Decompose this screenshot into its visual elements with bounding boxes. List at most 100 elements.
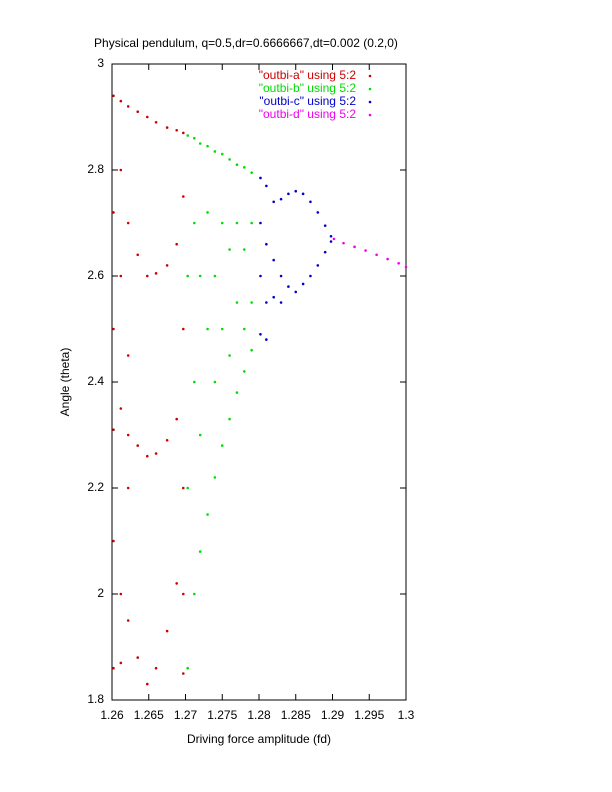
point	[136, 253, 140, 257]
point	[228, 248, 231, 251]
legend-label: "outbi-a" using 5:2	[259, 68, 357, 82]
point	[198, 550, 202, 553]
point	[353, 245, 356, 249]
point	[375, 253, 378, 257]
point	[119, 274, 123, 278]
x-tick-label: 1.26	[100, 708, 124, 722]
point	[206, 327, 209, 331]
point	[265, 301, 268, 304]
point	[154, 121, 158, 124]
point	[316, 264, 320, 267]
legend-label: "outbi-c" using 5:2	[259, 94, 356, 108]
point	[272, 295, 276, 299]
point	[181, 672, 185, 675]
point	[145, 682, 149, 686]
legend-swatch	[368, 113, 372, 117]
point	[323, 224, 327, 227]
y-tick-label: 2.2	[87, 480, 104, 494]
point	[259, 176, 262, 180]
point	[259, 221, 262, 225]
point	[119, 661, 123, 665]
y-tick-label: 2.6	[87, 268, 104, 282]
point	[154, 452, 158, 455]
point	[165, 126, 169, 129]
point	[193, 380, 196, 384]
point	[294, 189, 298, 193]
x-tick-label: 1.27	[174, 708, 198, 722]
point	[213, 380, 217, 384]
point	[250, 221, 253, 225]
point	[206, 144, 209, 148]
point	[272, 200, 276, 204]
point	[198, 433, 202, 437]
point	[279, 197, 283, 201]
point	[329, 240, 333, 243]
point	[175, 417, 178, 421]
point	[193, 221, 196, 225]
point	[272, 258, 276, 262]
point	[193, 136, 196, 140]
point	[126, 619, 130, 622]
point	[364, 249, 367, 252]
point	[259, 274, 262, 278]
point	[213, 476, 217, 479]
point	[213, 150, 217, 153]
y-tick-label: 1.8	[87, 692, 104, 706]
point	[243, 166, 246, 169]
point	[126, 105, 130, 108]
point	[112, 94, 115, 98]
point	[136, 444, 140, 447]
point	[175, 582, 178, 585]
point	[145, 274, 149, 278]
x-tick-label: 1.265	[134, 708, 164, 722]
point	[126, 433, 130, 437]
point	[119, 407, 123, 410]
point	[165, 629, 169, 633]
point	[206, 513, 209, 516]
point	[181, 131, 185, 135]
point	[119, 168, 123, 172]
point	[386, 257, 389, 261]
point	[397, 261, 400, 265]
point	[186, 666, 190, 670]
point	[235, 391, 239, 394]
point	[220, 327, 224, 331]
point	[309, 200, 312, 204]
point	[126, 486, 130, 490]
point	[250, 348, 253, 352]
point	[126, 354, 130, 357]
point	[228, 354, 231, 357]
x-tick-label: 1.3	[398, 708, 415, 722]
y-tick-label: 2.8	[87, 162, 104, 176]
point	[265, 338, 268, 341]
point	[198, 142, 202, 145]
point	[181, 327, 185, 331]
point	[220, 152, 224, 156]
point	[181, 195, 185, 198]
point	[294, 290, 298, 294]
point	[287, 285, 290, 288]
point	[206, 211, 209, 214]
point	[279, 274, 283, 278]
point	[279, 301, 283, 304]
point	[154, 666, 158, 670]
point	[323, 250, 327, 254]
y-axis-label: Angle (theta)	[58, 348, 72, 417]
point	[145, 454, 149, 458]
point	[235, 301, 239, 304]
point	[136, 110, 140, 113]
point	[329, 234, 333, 238]
point	[259, 333, 262, 336]
point	[154, 272, 158, 275]
point	[112, 666, 115, 670]
point	[186, 486, 190, 490]
point	[265, 184, 268, 188]
point	[181, 592, 185, 596]
point	[309, 274, 312, 278]
point	[112, 327, 115, 331]
point	[186, 134, 190, 137]
point	[235, 221, 239, 225]
x-tick-label: 1.29	[321, 708, 345, 722]
